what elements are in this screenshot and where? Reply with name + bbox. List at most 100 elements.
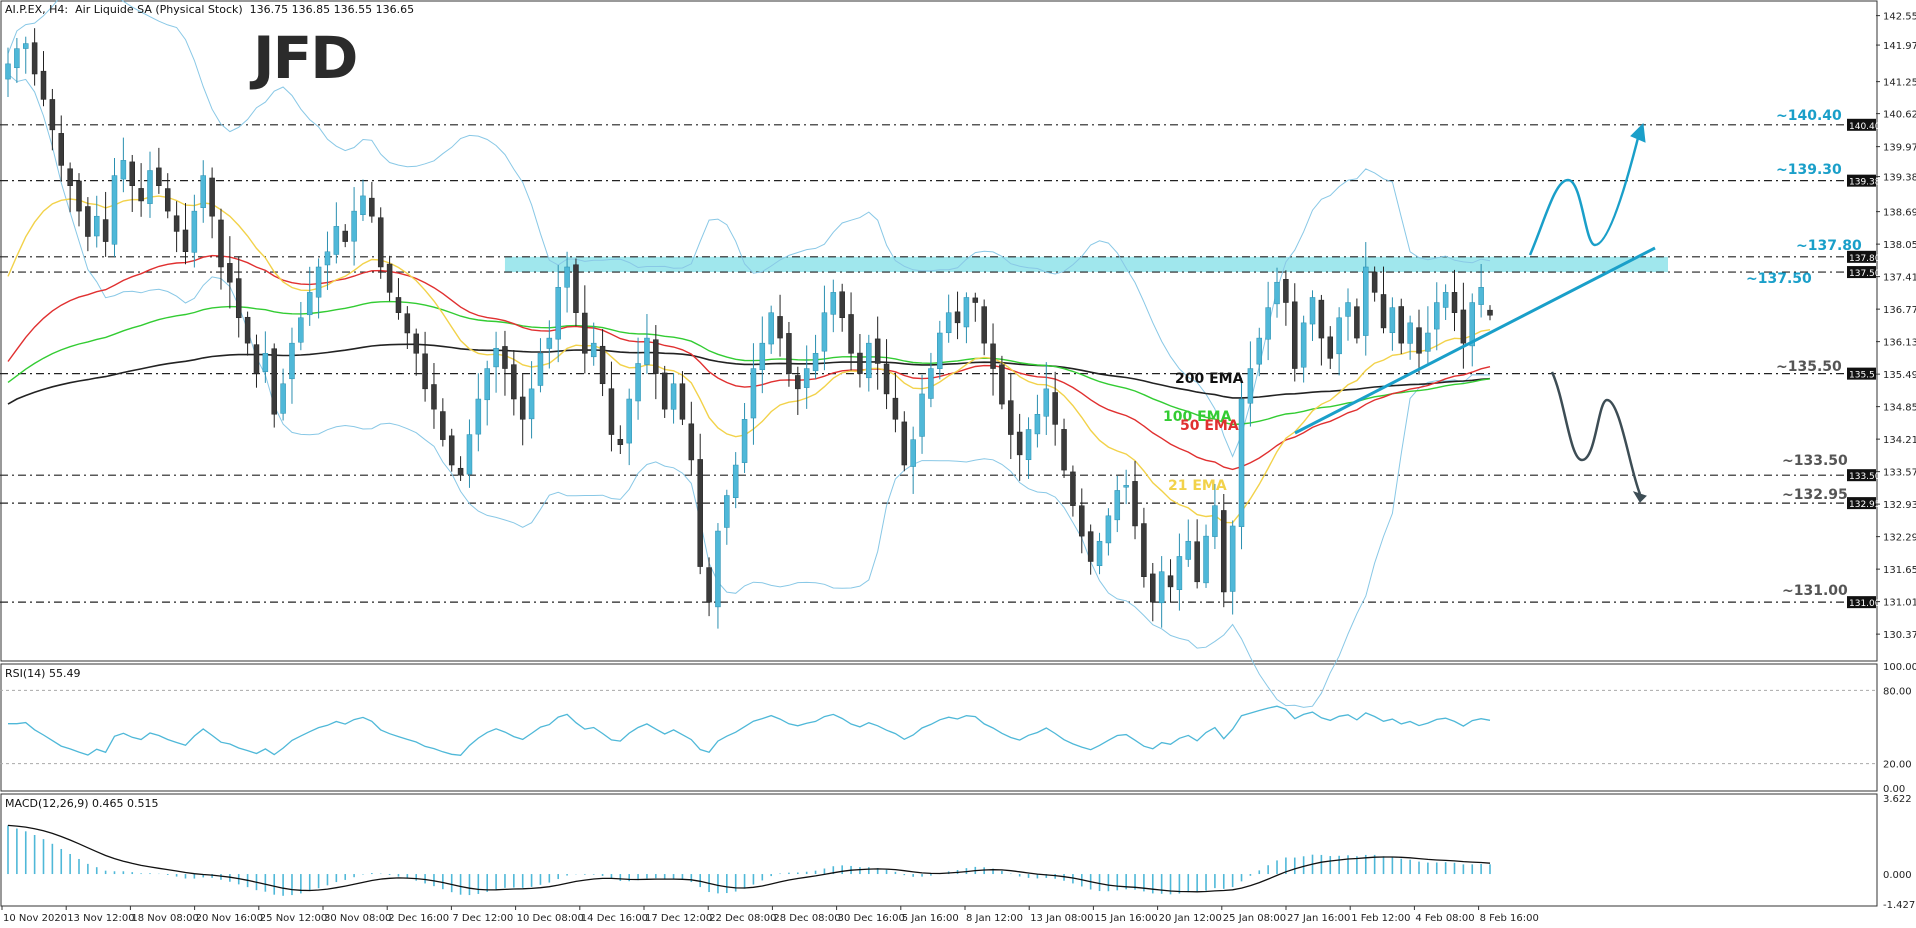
candle-body (564, 266, 570, 288)
level-price-tag-text: 137.80 (1849, 254, 1881, 264)
candle-body (573, 264, 579, 313)
candle-body (555, 287, 561, 340)
candle-body (129, 161, 135, 186)
x-tick-label: 27 Jan 16:00 (1287, 913, 1350, 924)
candle-body (182, 229, 189, 253)
candle-body (1274, 281, 1280, 305)
candle-body (724, 495, 730, 528)
candle-body (590, 342, 597, 358)
x-tick-label: 8 Feb 16:00 (1480, 913, 1539, 924)
down-arrow-head (1632, 491, 1647, 503)
candle-body (1460, 309, 1467, 344)
candle-body (1016, 431, 1023, 456)
candle-body (866, 342, 872, 379)
candle-body (5, 63, 11, 80)
candle-body (1292, 301, 1298, 369)
candle-body (164, 188, 171, 212)
candle-body (244, 316, 251, 344)
level-price-tag (1847, 266, 1876, 279)
y-tick-label: 136.77 (1883, 305, 1916, 316)
candle-body (298, 317, 304, 343)
level-price-tag (1847, 250, 1876, 263)
resistance-zone (504, 256, 1669, 273)
candle-body (999, 364, 1005, 405)
y-tick-label: 132.93 (1883, 500, 1916, 511)
candle-body (786, 333, 792, 374)
level-label: ~135.50 (1776, 359, 1842, 375)
x-tick-label: 28 Dec 08:00 (773, 913, 840, 924)
candle-body (1141, 523, 1147, 578)
macd-header: MACD(12,26,9) 0.465 0.515 (5, 797, 159, 810)
candle-body (661, 372, 668, 410)
level-price-tag-text: 140.40 (1849, 122, 1881, 132)
x-tick-label: 18 Nov 08:00 (131, 913, 198, 924)
candle-body (706, 567, 712, 603)
candle-body (626, 398, 632, 444)
candle-body (954, 311, 961, 324)
candle-body (85, 206, 91, 237)
candle-body (1247, 368, 1254, 404)
y-tick-label: 134.21 (1883, 435, 1916, 446)
candle-body (821, 312, 828, 352)
level-label: ~139.30 (1776, 162, 1842, 178)
level-price-tag (1847, 118, 1876, 131)
x-tick-label: 14 Dec 16:00 (581, 913, 648, 924)
candle-body (1096, 540, 1103, 567)
candle-body (617, 439, 624, 445)
candle-body (1212, 505, 1218, 537)
y-tick-label: 139.38 (1883, 173, 1916, 184)
candle-body (1070, 471, 1076, 506)
x-tick-label: 20 Jan 12:00 (1159, 913, 1222, 924)
candle-body (1380, 294, 1387, 329)
y-tick-label: 133.57 (1883, 468, 1916, 479)
candle-body (218, 219, 224, 268)
jfd-logo: JFD (253, 24, 358, 92)
candle-body (1194, 541, 1200, 583)
candle-body (1176, 556, 1183, 590)
y-tick-label: 132.29 (1883, 533, 1916, 544)
candle-body (519, 396, 526, 420)
candle-body (715, 530, 721, 608)
candle-body (58, 133, 64, 166)
candle-body (1229, 525, 1236, 592)
rsi-tick-label: 80.00 (1883, 686, 1912, 697)
y-tick-label: 138.69 (1883, 208, 1916, 219)
candle-body (280, 383, 286, 414)
candle-body (1371, 271, 1378, 293)
candle-body (262, 353, 269, 372)
macd-panel-frame (0, 793, 1878, 907)
candle-body (981, 306, 987, 344)
candle-body (1167, 575, 1174, 588)
candle-body (49, 99, 56, 131)
candle-body (582, 312, 588, 354)
y-tick-label: 130.37 (1883, 630, 1916, 641)
candle-body (76, 180, 82, 212)
x-tick-label: 25 Nov 12:00 (260, 913, 327, 924)
candle-body (253, 344, 260, 374)
candle-body (1052, 392, 1058, 425)
candle-body (111, 175, 118, 245)
rsi-header: RSI(14) 55.49 (5, 667, 81, 680)
rsi-series: 100.00 80.00 20.00 0.00 (0, 662, 1916, 795)
ema-label: 21 EMA (1168, 478, 1227, 494)
candle-body (1079, 505, 1085, 537)
candle-body (67, 168, 73, 186)
candle-body (697, 459, 703, 567)
candle-body (892, 397, 899, 420)
resistance-zone-rect (504, 256, 1669, 273)
candle-body (768, 312, 774, 345)
candle-body (484, 368, 490, 401)
rsi-line (8, 705, 1491, 756)
candle-body (874, 338, 881, 364)
candle-body (910, 439, 916, 467)
x-tick-label: 17 Dec 12:00 (645, 913, 712, 924)
candle-body (901, 421, 908, 466)
y-tick-label: 140.62 (1883, 110, 1916, 121)
candle-body (1389, 307, 1396, 334)
level-lines: 140.40 139.38 137.80 137.50 135.5 133.50 132.9… (0, 118, 1881, 609)
bullish-path-arrow (1528, 129, 1642, 256)
candle-body (395, 297, 402, 313)
candle-body (848, 314, 854, 354)
candle-body (1309, 297, 1316, 325)
ema-label: 50 EMA (1180, 418, 1239, 434)
